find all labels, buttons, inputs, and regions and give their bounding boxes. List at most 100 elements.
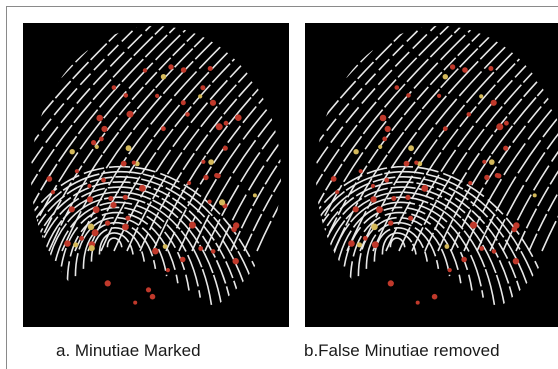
minutia-dot — [123, 93, 129, 98]
minutia-dot — [94, 144, 99, 149]
minutia-dot — [379, 114, 387, 122]
minutia-dot — [145, 287, 152, 293]
minutia-dot — [155, 93, 160, 98]
minutia-dot — [371, 223, 378, 231]
minutia-dot — [442, 126, 448, 132]
fingerprint-panel-a — [23, 23, 289, 327]
minutia-dot — [152, 247, 159, 255]
minutia-dot — [87, 183, 92, 189]
minutia-dot — [142, 68, 148, 73]
minutia-dot — [203, 174, 209, 181]
minutia-dot — [99, 136, 104, 142]
minutia-dot — [356, 242, 363, 248]
minutia-dot — [188, 221, 196, 229]
minutia-dot — [208, 159, 214, 165]
minutia-dot — [131, 160, 136, 165]
fingerprint-image-b — [315, 26, 558, 324]
caption-minutiae-marked: a. Minutiae Marked — [56, 341, 201, 360]
minutia-dot — [444, 244, 450, 249]
minutia-dot — [207, 66, 213, 71]
minutia-dot — [111, 85, 117, 90]
minutia-dot — [235, 114, 242, 121]
minutia-dot — [394, 85, 400, 90]
minutia-dot — [417, 161, 423, 167]
minutia-dot — [384, 177, 390, 183]
minutia-dot — [101, 125, 108, 133]
caption-false-minutiae-removed: b.False Minutiae removed — [304, 341, 500, 360]
minutia-dot — [405, 194, 411, 200]
minutia-dot — [431, 293, 438, 300]
minutia-dot — [403, 160, 410, 167]
minutia-dot — [219, 199, 226, 206]
minutia-dot — [231, 226, 237, 233]
minutia-dot — [484, 174, 490, 181]
minutia-dot — [388, 220, 394, 226]
minutia-dot — [370, 183, 376, 189]
minutia-dot — [86, 196, 94, 203]
minutia-dot — [461, 256, 467, 263]
minutia-dot — [376, 206, 383, 214]
minutia-dot — [108, 196, 114, 201]
minutia-dot — [133, 300, 138, 305]
minutia-dot — [180, 67, 187, 73]
minutia-dot — [125, 215, 131, 221]
minutia-dot — [488, 66, 494, 71]
minutia-dot — [437, 93, 442, 98]
minutia-dot — [79, 235, 84, 241]
minutia-dot — [447, 268, 452, 273]
minutia-dot — [479, 246, 485, 251]
minutia-dot — [370, 196, 377, 203]
minutia-dot — [126, 110, 134, 118]
minutia-dot — [503, 145, 509, 151]
minutia-dot — [384, 125, 391, 133]
minutia-dot — [215, 123, 223, 131]
minutia-dot — [46, 176, 53, 182]
minutia-dot — [101, 177, 106, 183]
minutia-dot — [466, 112, 472, 117]
minutia-dot — [88, 245, 95, 252]
minutia-dot — [232, 258, 239, 265]
fingerprint-panel-b — [305, 23, 558, 327]
minutia-dot — [96, 114, 103, 122]
minutia-dot — [504, 120, 509, 126]
minutia-dot — [104, 220, 111, 226]
minutia-dot — [91, 140, 97, 146]
minutia-dot — [168, 64, 174, 70]
minutia-dot — [200, 85, 206, 91]
minutia-dot — [125, 145, 132, 152]
minutia-dot — [387, 280, 394, 287]
minutia-dot — [185, 112, 190, 117]
minutia-dot — [179, 256, 186, 263]
minutia-dot — [362, 235, 368, 241]
minutia-dot — [462, 67, 468, 73]
minutia-dot — [352, 206, 359, 213]
fingerprint-image-a — [30, 26, 282, 324]
minutia-dot — [382, 136, 388, 142]
minutia-dot — [162, 244, 168, 249]
minutia-dot — [198, 94, 203, 99]
minutia-dot — [442, 74, 448, 80]
minutia-dot — [50, 190, 55, 195]
minutia-dot — [160, 74, 167, 80]
minutia-dot — [122, 223, 129, 231]
minutia-dot — [449, 64, 456, 70]
minutia-dot — [391, 196, 397, 201]
minutia-dot — [468, 180, 473, 186]
minutia-dot — [414, 160, 419, 165]
minutia-dot — [110, 202, 117, 209]
minutia-dot — [252, 193, 257, 198]
minutia-dot — [496, 123, 504, 131]
minutia-dot — [73, 242, 79, 248]
minutia-dot — [489, 159, 495, 165]
minutia-dot — [421, 184, 429, 192]
minutia-dot — [406, 93, 411, 98]
minutia-dot — [491, 249, 497, 254]
minutia-dot — [358, 169, 363, 174]
minutia-dot — [165, 268, 170, 273]
minutia-dot — [408, 215, 414, 221]
minutia-dot — [532, 193, 537, 198]
minutia-dot — [87, 223, 95, 231]
minutia-dot — [222, 145, 228, 151]
minutia-dot — [161, 126, 166, 132]
minutia-dot — [120, 160, 127, 167]
